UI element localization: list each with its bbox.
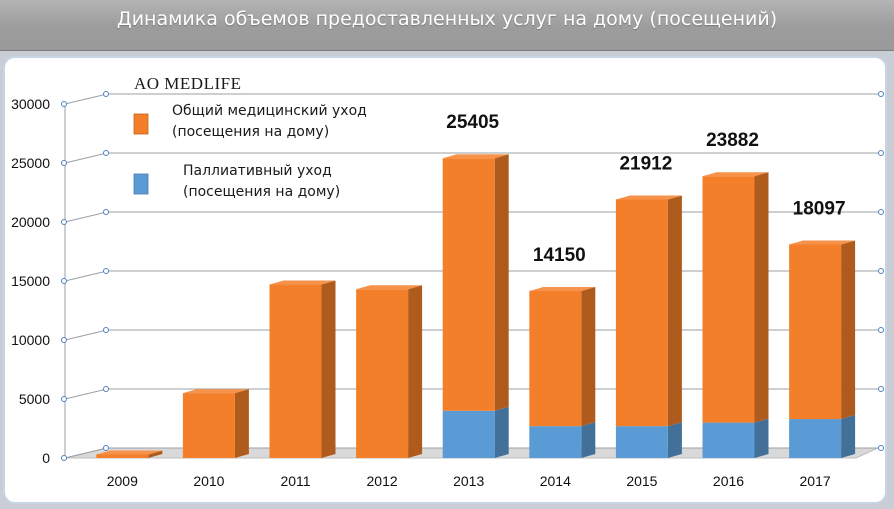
gridline-diagonal [64, 447, 108, 459]
axis-handle [103, 91, 109, 97]
y-tick-label: 15000 [11, 273, 50, 289]
x-tick-label: 2014 [540, 473, 571, 489]
bar-side-2017-0 [841, 415, 856, 458]
axis-handle [878, 327, 884, 333]
x-tick-label: 2015 [626, 473, 657, 489]
x-tick-label: 2016 [713, 473, 744, 489]
axis-handle [61, 101, 67, 107]
bar-side-2015-0 [667, 422, 682, 458]
legend-label: Паллиативный уход [183, 163, 332, 179]
bar-side-2014-1 [581, 287, 596, 427]
data-label: 25405 [446, 112, 499, 133]
bar-2015-series-0 [615, 426, 668, 458]
x-tick-label: 2013 [453, 473, 484, 489]
x-tick-label: 2010 [193, 473, 224, 489]
y-tick-label: 20000 [11, 214, 50, 230]
legend-swatch [133, 173, 149, 195]
bar-side-2014-0 [581, 422, 596, 458]
chart-subtitle: AO MEDLIFE [134, 74, 241, 93]
bar-top-2016 [702, 172, 769, 177]
gridline-diagonal [64, 152, 108, 164]
y-tick-label: 30000 [11, 96, 50, 112]
axis-handle [61, 219, 67, 225]
data-label: 18097 [793, 198, 846, 219]
bar-side-2016-0 [754, 418, 769, 458]
bar-side-2012-1 [408, 285, 423, 458]
x-tick-label: 2011 [280, 473, 310, 489]
bar-2013-series-0 [442, 410, 495, 458]
bar-side-2009-1 [148, 450, 163, 458]
gridline-diagonal [64, 388, 108, 400]
y-tick-label: 25000 [11, 155, 50, 171]
bar-side-2013-1 [494, 154, 509, 411]
bar-side-2016-1 [754, 172, 769, 423]
axis-handle [878, 209, 884, 215]
axis-handle [103, 209, 109, 215]
data-label: 23882 [706, 130, 759, 151]
y-tick-label: 0 [42, 450, 50, 466]
bar-top-2013 [442, 154, 509, 159]
x-tick-label: 2009 [107, 473, 138, 489]
axis-handle [103, 386, 109, 392]
data-label: 21912 [619, 153, 672, 174]
gridline-diagonal [64, 270, 108, 282]
slide-title: Динамика объемов предоставленных услуг н… [116, 8, 778, 30]
axis-handle [61, 455, 67, 461]
bar-2017-series-1 [789, 244, 842, 420]
axis-handle [61, 278, 67, 284]
gridline-diagonal [64, 93, 108, 105]
y-tick-label: 10000 [11, 332, 50, 348]
bar-side-2010-1 [234, 389, 249, 458]
axis-handle [61, 396, 67, 402]
bar-2016-series-1 [702, 176, 755, 423]
bar-top-2014 [529, 287, 596, 292]
axis-handle [103, 445, 109, 451]
axis-handle [878, 268, 884, 274]
bar-2010-series-1 [182, 393, 235, 458]
bar-top-2015 [615, 195, 682, 200]
axis-handle [61, 160, 67, 166]
bar-2009-series-1 [96, 454, 149, 458]
bar-side-2015-1 [667, 195, 682, 427]
axis-handle [878, 386, 884, 392]
y-tick-label: 5000 [19, 391, 50, 407]
bar-top-2017 [789, 240, 856, 245]
bar-side-2017-1 [841, 240, 856, 420]
legend-label: (посещения на дому) [172, 124, 329, 140]
axis-handle [103, 150, 109, 156]
legend-label: (посещения на дому) [183, 184, 340, 200]
bar-2013-series-1 [442, 158, 495, 411]
bar-2012-series-1 [356, 289, 409, 458]
bar-side-2011-1 [321, 280, 336, 458]
bar-side-2013-0 [494, 406, 509, 458]
axis-handle [878, 150, 884, 156]
bar-2014-series-1 [529, 291, 582, 427]
bar-top-2009 [96, 450, 163, 455]
bar-top-2012 [356, 285, 423, 290]
title-bar: Динамика объемов предоставленных услуг н… [0, 0, 894, 51]
bar-2016-series-0 [702, 422, 755, 458]
bar-2015-series-1 [615, 199, 668, 427]
gridline-diagonal [64, 329, 108, 341]
axis-handle [878, 445, 884, 451]
bar-2011-series-1 [269, 284, 322, 458]
data-label: 14150 [533, 245, 586, 266]
bar-2014-series-0 [529, 426, 582, 458]
axis-handle [103, 268, 109, 274]
axis-handle [61, 337, 67, 343]
axis-handle [103, 327, 109, 333]
legend-label: Общий медицинский уход [172, 103, 367, 119]
bar-top-2011 [269, 280, 336, 285]
x-tick-label: 2012 [367, 473, 398, 489]
legend-swatch [133, 113, 149, 135]
gridline-diagonal [64, 211, 108, 223]
bar-top-2010 [182, 389, 249, 394]
axis-handle [878, 91, 884, 97]
bar-2017-series-0 [789, 419, 842, 458]
x-tick-label: 2017 [800, 473, 831, 489]
